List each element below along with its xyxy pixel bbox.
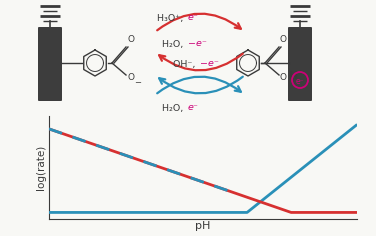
Text: O: O <box>127 35 134 44</box>
Y-axis label: log(rate): log(rate) <box>36 145 46 190</box>
Text: H₃O⁺,: H₃O⁺, <box>157 13 188 22</box>
Text: e⁻: e⁻ <box>188 104 199 113</box>
Text: H₂O,: H₂O, <box>162 39 188 49</box>
Text: e⁻: e⁻ <box>296 76 304 85</box>
Text: e⁻: e⁻ <box>188 13 199 22</box>
Text: H₂O,: H₂O, <box>162 104 188 113</box>
X-axis label: pH: pH <box>196 221 211 231</box>
FancyBboxPatch shape <box>288 27 312 101</box>
Text: H: H <box>289 71 298 81</box>
Text: O: O <box>280 73 287 82</box>
Text: OH⁻,: OH⁻, <box>173 59 200 68</box>
Text: −e⁻: −e⁻ <box>200 59 219 68</box>
Text: O: O <box>127 73 134 82</box>
Text: −: − <box>134 78 141 87</box>
FancyBboxPatch shape <box>38 27 62 101</box>
Text: O: O <box>280 35 287 44</box>
Text: −e⁻: −e⁻ <box>188 39 207 49</box>
